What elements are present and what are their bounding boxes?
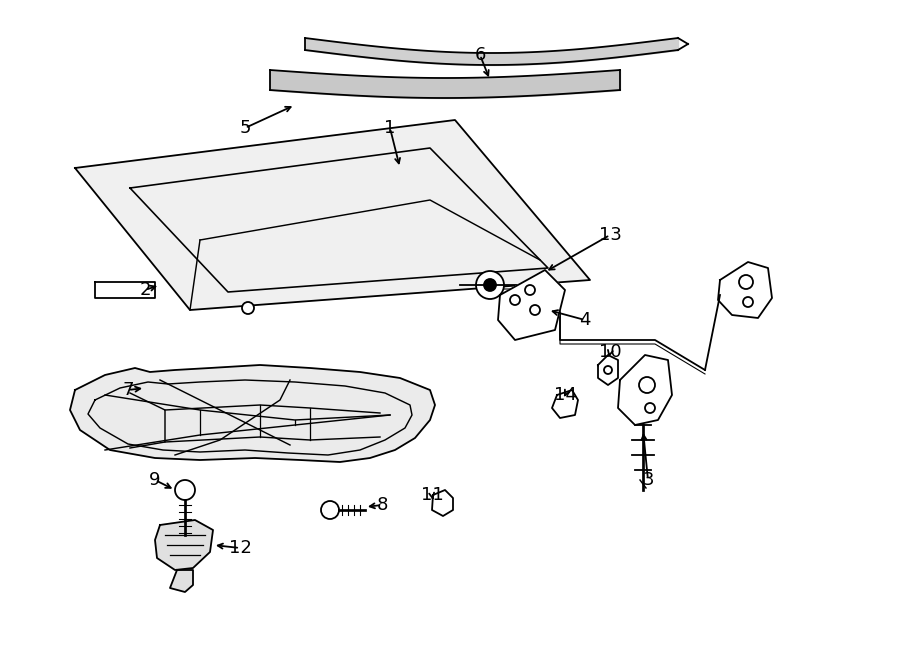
Polygon shape	[432, 490, 453, 516]
Text: 5: 5	[239, 119, 251, 137]
Polygon shape	[95, 282, 155, 298]
Circle shape	[484, 279, 496, 291]
Polygon shape	[552, 390, 578, 418]
Circle shape	[743, 297, 753, 307]
Text: 11: 11	[420, 486, 444, 504]
Circle shape	[175, 480, 195, 500]
Circle shape	[242, 302, 254, 314]
Circle shape	[530, 305, 540, 315]
Circle shape	[645, 403, 655, 413]
Circle shape	[321, 501, 339, 519]
Polygon shape	[75, 120, 590, 310]
Polygon shape	[170, 570, 193, 592]
Text: 3: 3	[643, 471, 653, 489]
Text: 10: 10	[598, 343, 621, 361]
Text: 6: 6	[474, 46, 486, 64]
Circle shape	[639, 377, 655, 393]
Circle shape	[476, 271, 504, 299]
Polygon shape	[155, 520, 213, 570]
Circle shape	[604, 366, 612, 374]
Text: 13: 13	[598, 226, 621, 244]
Text: 14: 14	[554, 386, 576, 404]
Text: 4: 4	[580, 311, 590, 329]
Text: 2: 2	[140, 281, 151, 299]
Text: 1: 1	[384, 119, 396, 137]
Polygon shape	[618, 355, 672, 425]
Circle shape	[510, 295, 520, 305]
Circle shape	[739, 275, 753, 289]
Circle shape	[525, 285, 535, 295]
Text: 9: 9	[149, 471, 161, 489]
Polygon shape	[598, 355, 618, 385]
Text: 7: 7	[122, 381, 134, 399]
Polygon shape	[70, 365, 435, 462]
Polygon shape	[718, 262, 772, 318]
Text: 12: 12	[229, 539, 251, 557]
Text: 8: 8	[376, 496, 388, 514]
Polygon shape	[498, 270, 565, 340]
